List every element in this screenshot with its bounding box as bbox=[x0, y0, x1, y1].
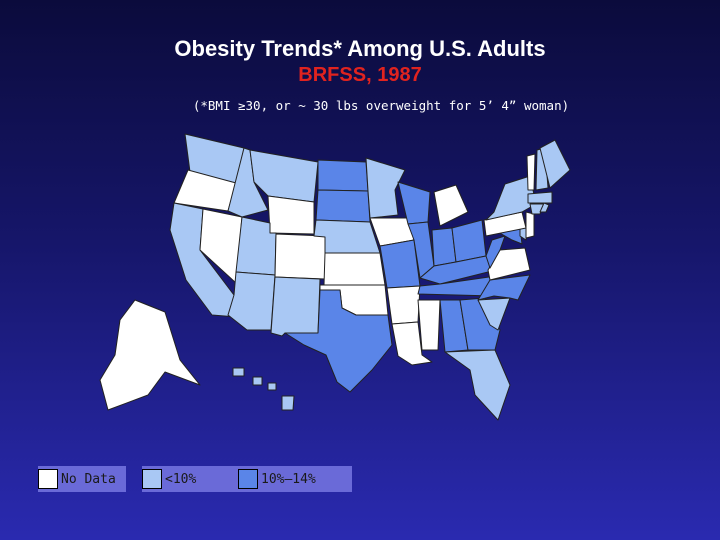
state-nd bbox=[317, 159, 369, 192]
state-sd bbox=[315, 189, 371, 223]
state-ar bbox=[386, 285, 421, 325]
state-nj bbox=[525, 211, 535, 239]
legend-label-lt10: <10% bbox=[165, 471, 197, 487]
state-vt bbox=[526, 153, 536, 191]
legend-swatch-lt10 bbox=[142, 469, 162, 489]
state-wy bbox=[267, 195, 315, 235]
state-ms bbox=[417, 299, 441, 351]
state-ak bbox=[99, 299, 201, 411]
state-nc bbox=[477, 274, 531, 301]
state-oh bbox=[451, 219, 487, 263]
legend-item-no-data: No Data bbox=[38, 466, 128, 492]
state-ut bbox=[235, 216, 277, 276]
legend-label-no-data: No Data bbox=[61, 471, 116, 487]
state-ks bbox=[323, 252, 386, 286]
state-ma bbox=[527, 191, 553, 204]
state-la bbox=[391, 321, 433, 366]
legend-item-10-14: 10%–14% bbox=[238, 466, 352, 492]
state-sc bbox=[477, 297, 511, 331]
map-subtitle: BRFSS, 1987 bbox=[298, 64, 422, 86]
bmi-footnote: (*BMI ≥30, or ~ 30 lbs overweight for 5’… bbox=[192, 98, 570, 113]
state-mi bbox=[433, 184, 469, 227]
legend-swatch-no-data bbox=[38, 469, 58, 489]
state-mn bbox=[365, 157, 406, 219]
state-wv bbox=[485, 235, 506, 269]
state-mo bbox=[379, 239, 421, 289]
state-co bbox=[274, 233, 326, 280]
state-fl bbox=[444, 349, 511, 421]
legend-label-10-14: 10%–14% bbox=[261, 471, 316, 487]
state-tx bbox=[284, 289, 393, 393]
state-az bbox=[227, 271, 276, 331]
map-title: Obesity Trends* Among U.S. Adults bbox=[174, 36, 546, 61]
state-me bbox=[539, 139, 571, 189]
legend-swatch-10-14 bbox=[238, 469, 258, 489]
legend: No Data <10% 10%–14% bbox=[38, 466, 352, 492]
state-ri bbox=[539, 202, 550, 213]
state-hi bbox=[232, 367, 295, 411]
legend-item-lt10: <10% bbox=[142, 466, 232, 492]
state-nm bbox=[270, 276, 321, 337]
